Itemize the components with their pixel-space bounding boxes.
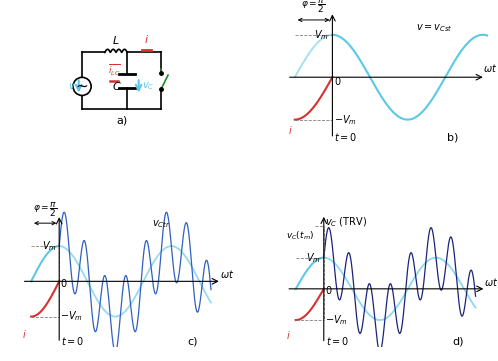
Text: ~: ~: [76, 79, 89, 94]
Text: $t=0$: $t=0$: [326, 335, 349, 347]
Text: $v_C$: $v_C$: [142, 81, 154, 92]
Text: $-V_m$: $-V_m$: [334, 113, 357, 126]
Text: $t=0$: $t=0$: [334, 131, 357, 143]
Text: $\overline{i_{LC}}$: $\overline{i_{LC}}$: [108, 62, 121, 78]
Circle shape: [73, 77, 91, 95]
Text: $0$: $0$: [60, 277, 68, 289]
Text: $V_m$: $V_m$: [306, 251, 321, 265]
Text: $L$: $L$: [112, 34, 120, 46]
Text: $V_m$: $V_m$: [314, 28, 329, 42]
Text: a): a): [116, 116, 127, 126]
Text: c): c): [188, 337, 198, 347]
Text: $v = v_{Cst}$: $v = v_{Cst}$: [416, 22, 453, 34]
Text: $\omega t$: $\omega t$: [484, 276, 498, 288]
Text: d): d): [452, 337, 464, 347]
Text: $t=0$: $t=0$: [61, 335, 84, 347]
Text: $0$: $0$: [325, 284, 333, 296]
Text: $i$: $i$: [288, 125, 293, 136]
Text: $v_C$ (TRV): $v_C$ (TRV): [325, 215, 367, 229]
Text: $-V_m$: $-V_m$: [60, 310, 83, 323]
Text: $\omega t$: $\omega t$: [220, 268, 234, 280]
Text: $\varphi = \dfrac{\pi}{2}$: $\varphi = \dfrac{\pi}{2}$: [33, 200, 58, 219]
Text: $\varphi = \dfrac{\pi}{2}$: $\varphi = \dfrac{\pi}{2}$: [301, 0, 326, 15]
Text: $v_C(t_m)$: $v_C(t_m)$: [286, 230, 314, 242]
Text: $v_{Ctr}$: $v_{Ctr}$: [152, 219, 170, 230]
Text: $V_m$: $V_m$: [42, 239, 56, 253]
Text: $i$: $i$: [144, 32, 149, 44]
Text: $-V_m$: $-V_m$: [325, 313, 348, 327]
Text: $i$: $i$: [22, 328, 26, 340]
Text: $\omega t$: $\omega t$: [483, 62, 498, 74]
Text: $C$: $C$: [112, 81, 122, 92]
Text: b): b): [447, 133, 459, 143]
Text: $0$: $0$: [334, 75, 342, 87]
Text: $i$: $i$: [286, 329, 291, 341]
Text: $v$: $v$: [68, 81, 76, 91]
